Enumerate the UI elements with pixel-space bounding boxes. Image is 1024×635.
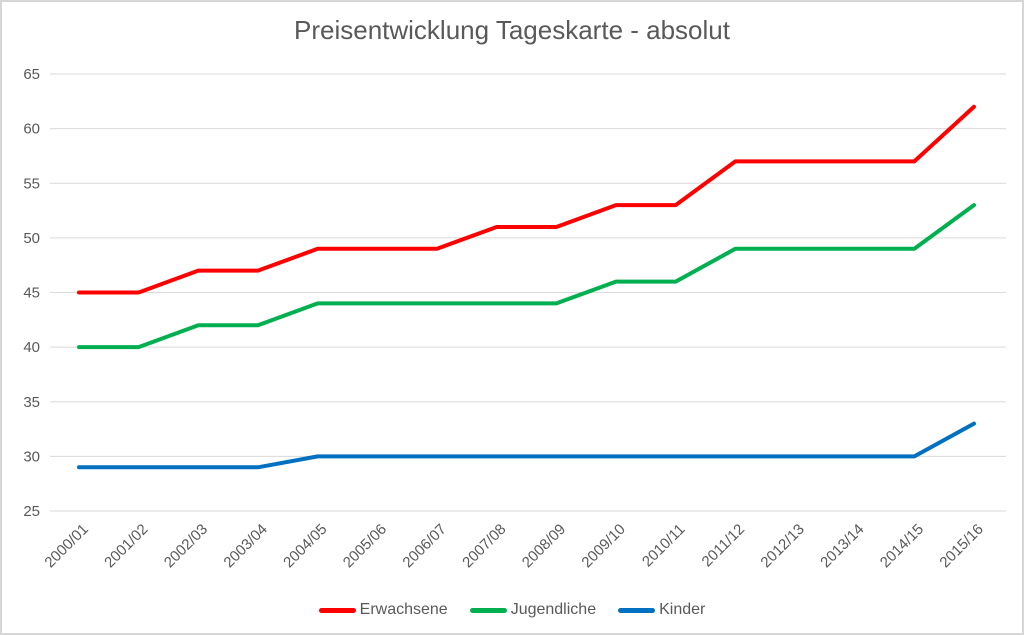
- chart-title: Preisentwicklung Tageskarte - absolut: [294, 15, 730, 45]
- x-axis-tick-label: 2007/08: [459, 521, 509, 571]
- x-axis-tick-label: 2009/10: [578, 521, 628, 571]
- x-axis-tick-label: 2001/02: [101, 521, 151, 571]
- x-axis-tick-label: 2006/07: [399, 521, 449, 571]
- y-axis-tick-label: 40: [23, 339, 40, 356]
- y-axis-tick-label: 55: [23, 175, 40, 192]
- x-axis-tick-label: 2011/12: [699, 521, 749, 571]
- y-axis-tick-label: 45: [23, 285, 40, 302]
- x-axis-tick-label: 2014/15: [877, 521, 927, 571]
- x-axis-tick-label: 2003/04: [220, 521, 270, 571]
- x-axis-tick-label: 2005/06: [340, 521, 390, 571]
- legend-item-jugendliche: Jugendliche: [469, 601, 597, 619]
- series-line-jugendliche: [77, 203, 976, 350]
- legend-marker-icon: [318, 607, 356, 613]
- legend-label: Jugendliche: [510, 601, 597, 618]
- series-line-kinder: [77, 421, 976, 470]
- y-axis-tick-label: 30: [23, 448, 40, 465]
- chart-legend: Erwachsene Jugendliche Kinder: [2, 597, 1022, 623]
- legend-label: Erwachsene: [359, 601, 448, 618]
- y-axis-tick-label: 50: [23, 230, 40, 247]
- y-axis-tick-label: 65: [23, 66, 40, 83]
- y-axis-tick-label: 25: [23, 503, 40, 520]
- x-axis-tick-label: 2012/13: [757, 521, 807, 571]
- y-axis-tick-label: 60: [23, 121, 40, 138]
- x-axis-tick-label: 2013/14: [817, 521, 867, 571]
- x-axis-tick-label: 2002/03: [161, 521, 211, 571]
- x-axis-tick-label: 2008/09: [519, 521, 569, 571]
- x-axis-tick-label: 2000/01: [41, 521, 91, 571]
- x-axis-tick-label: 2004/05: [280, 521, 330, 571]
- legend-item-erwachsene: Erwachsene: [318, 601, 448, 619]
- series-line-erwachsene: [77, 104, 976, 295]
- legend-item-kinder: Kinder: [618, 601, 705, 619]
- legend-label: Kinder: [659, 601, 706, 618]
- x-axis-tick-label: 2010/11: [639, 521, 689, 571]
- legend-marker-icon: [618, 607, 656, 613]
- legend-marker-icon: [469, 607, 507, 613]
- x-axis-tick-label: 2015/16: [936, 521, 986, 571]
- y-axis-tick-label: 35: [23, 394, 40, 411]
